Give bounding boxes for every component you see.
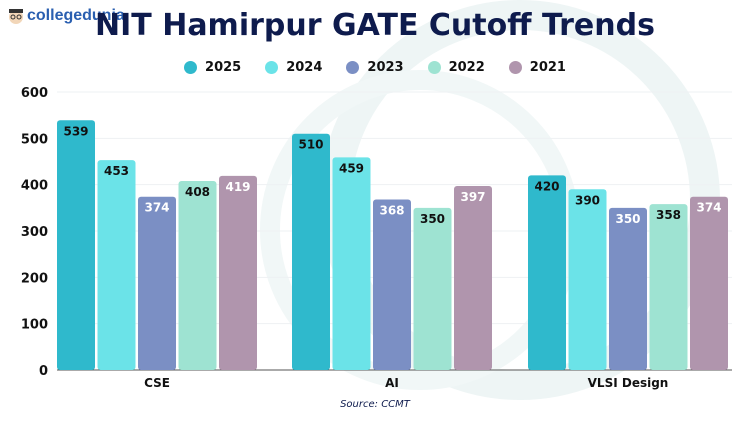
legend-item-2022: 2022 (427, 60, 485, 75)
bar-2022-cse (178, 180, 217, 370)
data-label: 419 (225, 180, 250, 194)
legend: 2025 2024 2023 2022 2021 (0, 60, 750, 75)
bar-2025-cse (57, 120, 95, 370)
data-label: 420 (534, 179, 559, 193)
bar-2023-vlsi-design (609, 207, 647, 370)
data-label: 408 (185, 185, 210, 199)
bar-2022-ai (413, 207, 452, 370)
bar-2024-cse (97, 160, 136, 370)
logo-text: collegedunia (27, 7, 125, 24)
data-label: 374 (144, 201, 169, 215)
y-tick-label: 300 (21, 225, 48, 240)
legend-swatch (346, 61, 360, 74)
legend-label: 2022 (448, 60, 485, 75)
collegedunia-logo: collegedunia (8, 7, 125, 25)
data-label: 510 (298, 138, 323, 152)
bar-2021-ai (454, 186, 492, 370)
x-tick-label: AI (385, 376, 399, 390)
y-tick-label: 100 (21, 318, 48, 333)
y-tick-label: 500 (21, 132, 48, 147)
legend-label: 2023 (367, 60, 404, 75)
legend-swatch (508, 61, 522, 74)
legend-item-2023: 2023 (346, 60, 404, 75)
bar-2023-cse (138, 196, 176, 370)
legend-swatch (184, 61, 198, 74)
legend-item-2021: 2021 (508, 60, 566, 75)
bar-2023-ai (373, 199, 411, 370)
bar-2024-vlsi-design (568, 189, 607, 370)
x-tick-label: CSE (144, 376, 170, 390)
bar-2022-vlsi-design (649, 204, 688, 370)
legend-label: 2021 (529, 60, 566, 75)
data-label: 459 (339, 161, 364, 175)
bar-2025-ai (292, 133, 330, 370)
bar-2024-ai (332, 157, 371, 370)
legend-label: 2025 (205, 60, 242, 75)
data-label: 368 (379, 203, 404, 217)
bar-2021-cse (219, 175, 257, 370)
data-label: 350 (420, 212, 445, 226)
y-tick-label: 0 (39, 364, 48, 379)
data-label: 397 (460, 190, 485, 204)
data-label: 390 (575, 193, 600, 207)
source-note: Source: CCMT (340, 399, 410, 410)
data-label: 539 (63, 124, 88, 138)
legend-item-2024: 2024 (265, 60, 322, 75)
legend-swatch (265, 61, 279, 74)
y-tick-label: 200 (21, 271, 48, 286)
data-label: 358 (656, 208, 681, 222)
legend-item-2025: 2025 (184, 60, 241, 75)
mascot-icon (9, 9, 23, 24)
y-tick-label: 400 (21, 179, 48, 194)
x-tick-label: VLSI Design (588, 376, 669, 390)
legend-swatch (427, 61, 441, 74)
chart-title: NIT Hamirpur GATE Cutoff Trends (95, 8, 655, 43)
legend-label: 2024 (286, 60, 323, 75)
data-label: 453 (104, 164, 129, 178)
y-tick-label: 600 (21, 86, 48, 101)
data-label: 350 (615, 212, 640, 226)
bar-2021-vlsi-design (690, 196, 728, 370)
bar-2025-vlsi-design (528, 175, 566, 370)
data-label: 374 (696, 201, 721, 215)
